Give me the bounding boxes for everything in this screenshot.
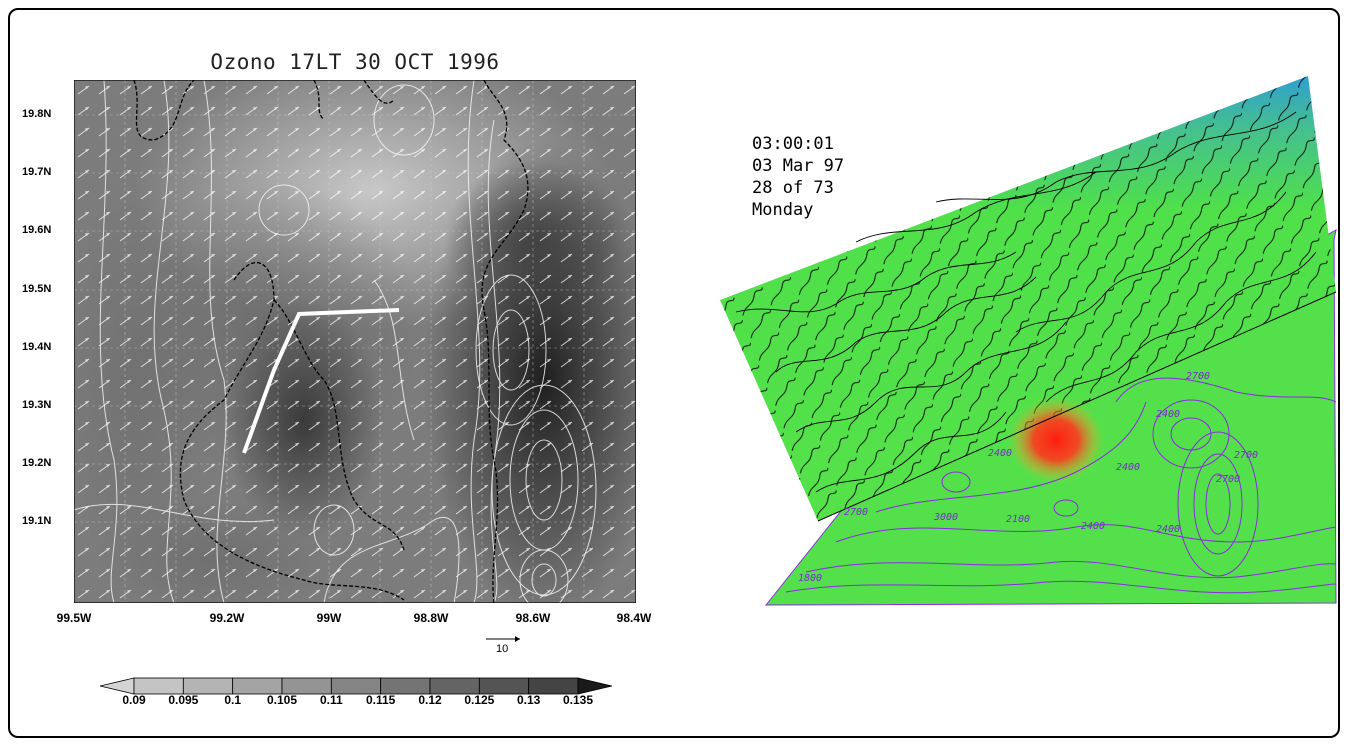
lat-label: 19.4N <box>22 341 52 353</box>
lat-label: 19.7N <box>22 166 52 178</box>
colorbar-label: 0.11 <box>319 693 343 707</box>
contour-label: 2700 <box>844 507 868 518</box>
colorbar-segment <box>100 677 135 695</box>
lat-label: 19.8N <box>22 108 52 120</box>
contour-label: 2100 <box>1006 514 1030 525</box>
colorbar-label: 0.135 <box>562 693 594 707</box>
colorbar-label: 0.12 <box>418 693 442 707</box>
time-label: 03:00:01 <box>752 134 834 154</box>
colorbar-segment <box>380 677 431 695</box>
colorbar-label: 0.13 <box>516 693 541 707</box>
terrain-3d-view: 2700 2400 2400 2700 2400 2700 2400 2100 3000 2700… <box>720 76 1337 606</box>
contour-label: 2400 <box>1081 521 1105 532</box>
colorbar-label: 0.09 <box>122 693 146 707</box>
colorbar-segment <box>478 677 530 695</box>
lat-label: 19.2N <box>22 457 52 469</box>
vector-scale-label: 10 <box>496 643 509 655</box>
lat-label: 19.5N <box>22 283 52 295</box>
lat-label: 19.1N <box>22 515 52 527</box>
contour-label: 1800 <box>798 573 822 584</box>
contour-label: 2700 <box>1186 371 1210 382</box>
colorbar-segment <box>182 677 234 695</box>
colorbar-label: 0.115 <box>365 693 396 707</box>
colorbar-segment <box>528 677 579 695</box>
contour-label: 2700 <box>1234 450 1258 461</box>
date-label: 03 Mar 97 <box>752 156 845 176</box>
colorbar-segment <box>281 677 332 695</box>
colorbar-label: 0.1 <box>224 693 241 707</box>
colorbar-segment <box>330 677 382 695</box>
contour-label: 2400 <box>1116 462 1140 473</box>
contour-label: 2700 <box>1216 474 1240 485</box>
day-label: Monday <box>752 200 814 220</box>
lon-label: 98.6W <box>515 611 551 625</box>
lon-label: 99.2W <box>209 611 245 625</box>
vector-scale-arrow <box>486 636 520 642</box>
colorbar-segment <box>232 677 283 695</box>
ozone-map <box>74 80 636 603</box>
lon-label: 98.8W <box>413 611 449 625</box>
contour-label: 3000 <box>933 512 958 523</box>
contour-label: 2400 <box>988 448 1012 459</box>
lon-label: 98.4W <box>616 611 652 625</box>
lat-label: 19.6N <box>22 224 52 236</box>
contour-label: 2400 <box>1156 409 1180 420</box>
colorbar-label: 0.125 <box>464 693 495 707</box>
contour-label: 2400 <box>1156 524 1180 535</box>
lon-label: 99.5W <box>56 611 92 625</box>
frame-counter: 28 of 73 <box>752 178 834 198</box>
colorbar-label: 0.095 <box>168 693 199 707</box>
lon-label: 99W <box>316 611 342 625</box>
colorbar-segment <box>577 677 612 695</box>
colorbar-segment <box>133 677 184 695</box>
colorbar <box>100 677 612 695</box>
map-title: Ozono 17LT 30 OCT 1996 <box>210 50 500 74</box>
colorbar-segment <box>429 677 480 695</box>
colorbar-label: 0.105 <box>266 693 298 707</box>
lat-label: 19.3N <box>22 399 52 411</box>
animation-info: 03:00:01 03 Mar 97 28 of 73 Monday <box>752 133 844 221</box>
